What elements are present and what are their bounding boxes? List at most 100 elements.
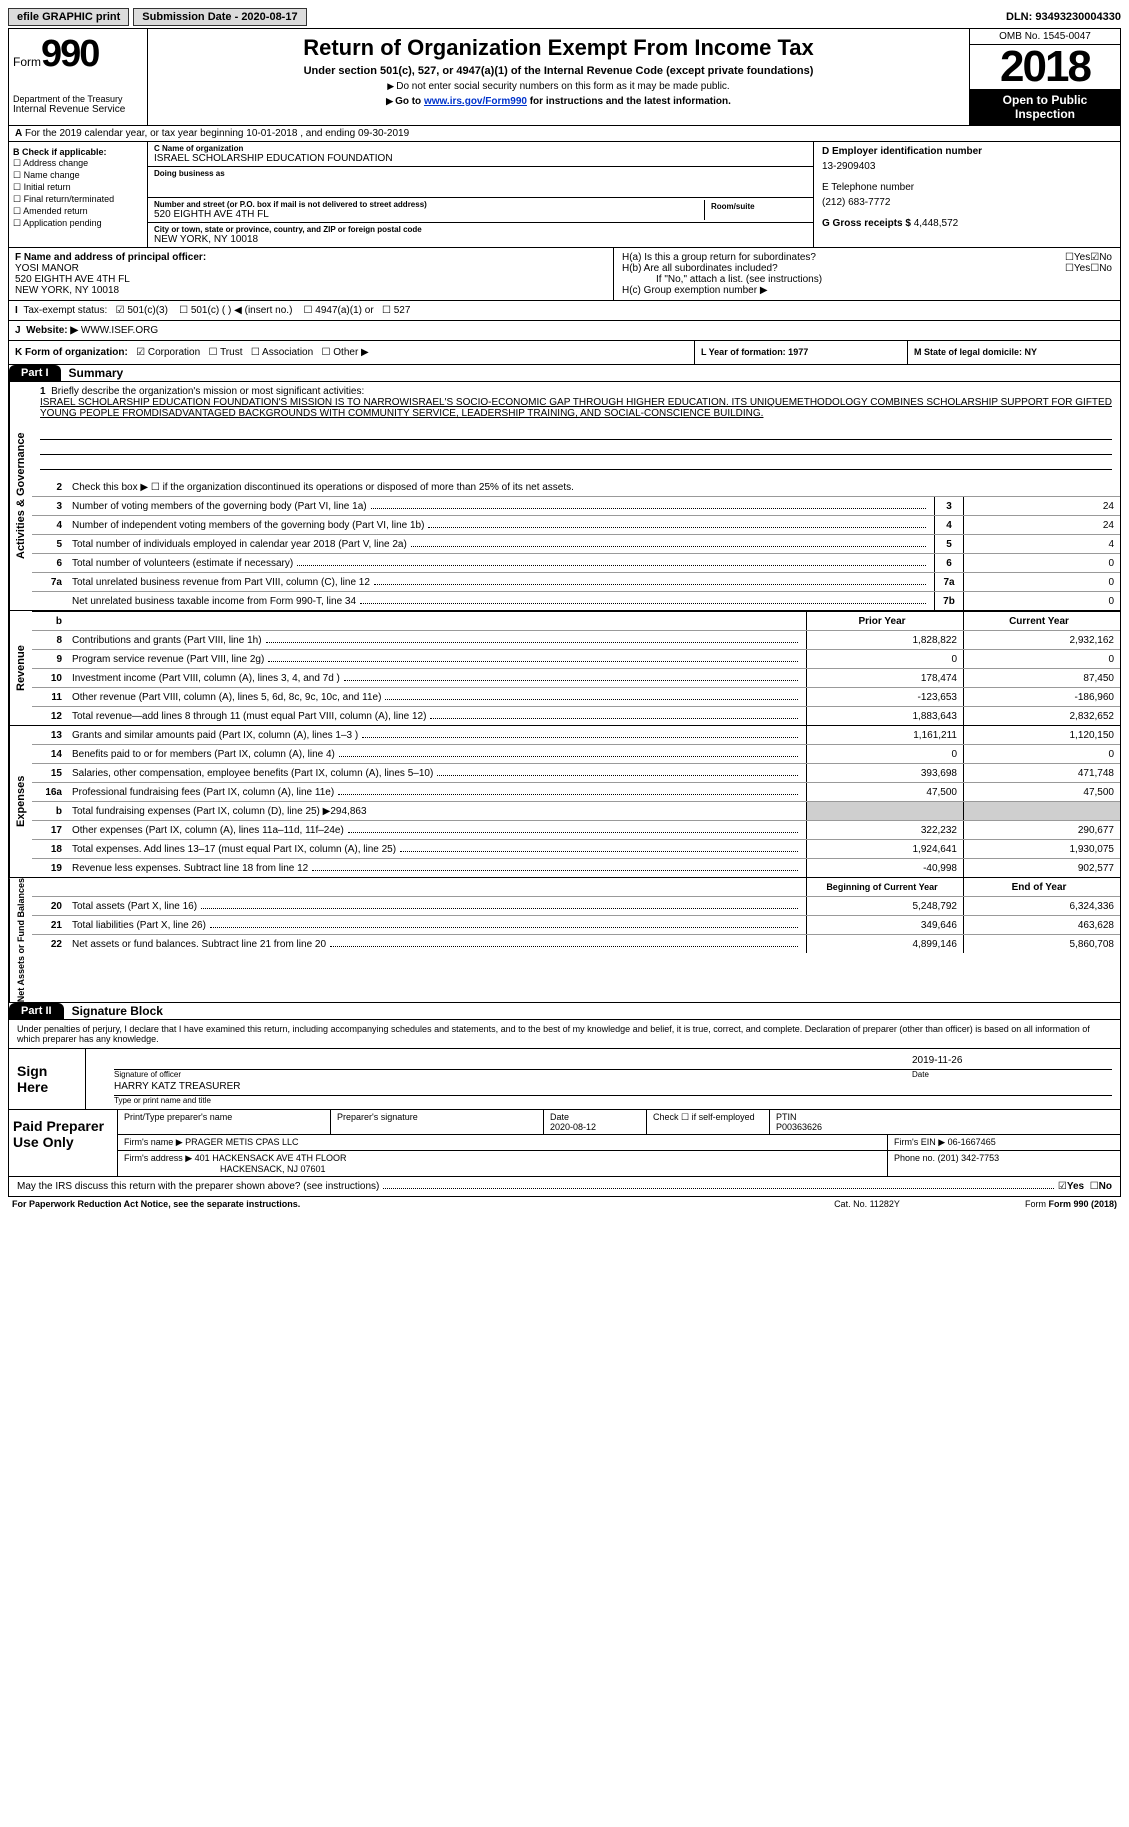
discuss-yes[interactable]: ☑ bbox=[1058, 1181, 1067, 1192]
line-k-form-org: K Form of organization: ☑ Corporation ☐ … bbox=[9, 341, 695, 364]
net-assets-section: Net Assets or Fund Balances Beginning of… bbox=[8, 878, 1121, 1003]
expenses-section: Expenses 13 Grants and similar amounts p… bbox=[8, 726, 1121, 878]
ha-yes[interactable]: ☐Yes bbox=[1065, 252, 1090, 263]
prior-value: -40,998 bbox=[806, 859, 963, 877]
officer-name-title: HARRY KATZ TREASURER bbox=[114, 1081, 241, 1095]
table-row: 12 Total revenue—add lines 8 through 11 … bbox=[32, 706, 1120, 725]
chk-501c3[interactable]: ☑ bbox=[116, 305, 125, 316]
ptin-value: P00363626 bbox=[776, 1122, 822, 1132]
blank-line bbox=[40, 440, 1112, 455]
value-cell: 0 bbox=[963, 573, 1120, 591]
chk-name-change[interactable]: ☐ Name change bbox=[13, 170, 143, 181]
prior-value: 0 bbox=[806, 650, 963, 668]
prior-value: -123,653 bbox=[806, 688, 963, 706]
table-row: 19 Revenue less expenses. Subtract line … bbox=[32, 858, 1120, 877]
dept-label: Department of the Treasury bbox=[13, 94, 143, 104]
chk-527[interactable]: ☐ bbox=[382, 305, 391, 316]
line-l-year: L Year of formation: 1977 bbox=[695, 341, 908, 364]
submission-date-button[interactable]: Submission Date - 2020-08-17 bbox=[133, 8, 306, 26]
blank-line bbox=[40, 425, 1112, 440]
col-b-checkboxes: B Check if applicable: ☐ Address change … bbox=[9, 142, 148, 247]
section-fgh: F Name and address of principal officer:… bbox=[8, 248, 1121, 301]
end-value: 463,628 bbox=[963, 916, 1120, 934]
part-1-header: Part I bbox=[9, 365, 61, 381]
chk-amended-return[interactable]: ☐ Amended return bbox=[13, 206, 143, 217]
row-a-period: A For the 2019 calendar year, or tax yea… bbox=[8, 126, 1121, 142]
chk-other[interactable]: ☐ bbox=[322, 347, 331, 358]
table-row: 10 Investment income (Part VIII, column … bbox=[32, 668, 1120, 687]
end-value: 5,860,708 bbox=[963, 935, 1120, 953]
signature-declaration: Under penalties of perjury, I declare th… bbox=[8, 1020, 1121, 1049]
current-value: 1,930,075 bbox=[963, 840, 1120, 858]
chk-4947[interactable]: ☐ bbox=[304, 305, 313, 316]
table-row: 7a Total unrelated business revenue from… bbox=[32, 572, 1120, 591]
blank-line bbox=[40, 455, 1112, 470]
ein-value: 13-2909403 bbox=[822, 161, 1112, 172]
sign-here-block: Sign Here 2019-11-26 Signature of office… bbox=[8, 1049, 1121, 1110]
begin-value: 349,646 bbox=[806, 916, 963, 934]
table-row: 22 Net assets or fund balances. Subtract… bbox=[32, 934, 1120, 953]
revenue-section: Revenue b Prior Year Current Year 8 Cont… bbox=[8, 611, 1121, 726]
page-title: Return of Organization Exempt From Incom… bbox=[156, 35, 961, 61]
current-value: 47,500 bbox=[963, 783, 1120, 801]
discuss-no[interactable]: ☐ bbox=[1090, 1181, 1099, 1192]
firm-phone: (201) 342-7753 bbox=[938, 1153, 1000, 1163]
col-de-ids: D Employer identification number 13-2909… bbox=[814, 142, 1120, 247]
chk-self-employed[interactable]: Check ☐ if self-employed bbox=[647, 1110, 770, 1134]
chk-initial-return[interactable]: ☐ Initial return bbox=[13, 182, 143, 193]
current-value: -186,960 bbox=[963, 688, 1120, 706]
table-row: 3 Number of voting members of the govern… bbox=[32, 496, 1120, 515]
efile-button[interactable]: efile GRAPHIC print bbox=[8, 8, 129, 26]
firm-name: PRAGER METIS CPAS LLC bbox=[185, 1137, 298, 1147]
prior-value: 178,474 bbox=[806, 669, 963, 687]
chk-final-return[interactable]: ☐ Final return/terminated bbox=[13, 194, 143, 205]
firm-addr2: HACKENSACK, NJ 07601 bbox=[220, 1164, 326, 1174]
table-row: Net unrelated business taxable income fr… bbox=[32, 591, 1120, 610]
table-row: 5 Total number of individuals employed i… bbox=[32, 534, 1120, 553]
irs-link[interactable]: www.irs.gov/Form990 bbox=[424, 96, 527, 107]
chk-association[interactable]: ☐ bbox=[251, 347, 260, 358]
side-label-expenses: Expenses bbox=[9, 726, 32, 877]
side-label-net-assets: Net Assets or Fund Balances bbox=[9, 878, 32, 1002]
subtitle-2: Do not enter social security numbers on … bbox=[396, 81, 729, 92]
part-2-title: Signature Block bbox=[64, 1004, 163, 1018]
paid-preparer-label: Paid Preparer Use Only bbox=[9, 1110, 118, 1176]
page-footer: For Paperwork Reduction Act Notice, see … bbox=[8, 1197, 1121, 1211]
line-m-state: M State of legal domicile: NY bbox=[908, 341, 1120, 364]
firm-addr1: 401 HACKENSACK AVE 4TH FLOOR bbox=[195, 1153, 347, 1163]
table-row: 6 Total number of volunteers (estimate i… bbox=[32, 553, 1120, 572]
chk-501c[interactable]: ☐ bbox=[179, 305, 188, 316]
prior-value: 1,924,641 bbox=[806, 840, 963, 858]
section-h-group: H(a) Is this a group return for subordin… bbox=[614, 248, 1120, 300]
table-row: 9 Program service revenue (Part VIII, li… bbox=[32, 649, 1120, 668]
current-value: 2,832,652 bbox=[963, 707, 1120, 725]
sig-date: 2019-11-26 bbox=[912, 1055, 1112, 1069]
col-c-org-info: C Name of organization ISRAEL SCHOLARSHI… bbox=[148, 142, 814, 247]
header: Form990 Department of the Treasury Inter… bbox=[8, 28, 1121, 126]
table-row: b Total fundraising expenses (Part IX, c… bbox=[32, 801, 1120, 820]
prior-value: 1,161,211 bbox=[806, 726, 963, 744]
prior-value: 322,232 bbox=[806, 821, 963, 839]
line-j-website: J Website: ▶ WWW.ISEF.ORG bbox=[8, 321, 1121, 341]
value-cell: 24 bbox=[963, 516, 1120, 534]
org-street: 520 EIGHTH AVE 4TH FL bbox=[154, 209, 704, 220]
preparer-date: 2020-08-12 bbox=[550, 1122, 596, 1132]
current-value bbox=[963, 802, 1120, 820]
chk-application-pending[interactable]: ☐ Application pending bbox=[13, 218, 143, 229]
mission-text: ISRAEL SCHOLARSHIP EDUCATION FOUNDATION'… bbox=[40, 397, 1112, 419]
subtitle-1: Under section 501(c), 527, or 4947(a)(1)… bbox=[156, 65, 961, 77]
form-label: Form bbox=[13, 55, 41, 69]
summary-governance-section: Activities & Governance 1 Briefly descri… bbox=[8, 382, 1121, 611]
irs-label: Internal Revenue Service bbox=[13, 104, 143, 115]
ha-no[interactable]: ☑No bbox=[1090, 252, 1112, 263]
table-row: 21 Total liabilities (Part X, line 26) 3… bbox=[32, 915, 1120, 934]
col-begin-year: Beginning of Current Year bbox=[806, 878, 963, 896]
current-value: 902,577 bbox=[963, 859, 1120, 877]
prior-value: 47,500 bbox=[806, 783, 963, 801]
officer-addr2: NEW YORK, NY 10018 bbox=[15, 285, 607, 296]
chk-trust[interactable]: ☐ bbox=[208, 347, 217, 358]
hb-no[interactable]: ☐No bbox=[1090, 263, 1112, 274]
chk-corporation[interactable]: ☑ bbox=[136, 347, 145, 358]
hb-yes[interactable]: ☐Yes bbox=[1065, 263, 1090, 274]
chk-address-change[interactable]: ☐ Address change bbox=[13, 158, 143, 169]
